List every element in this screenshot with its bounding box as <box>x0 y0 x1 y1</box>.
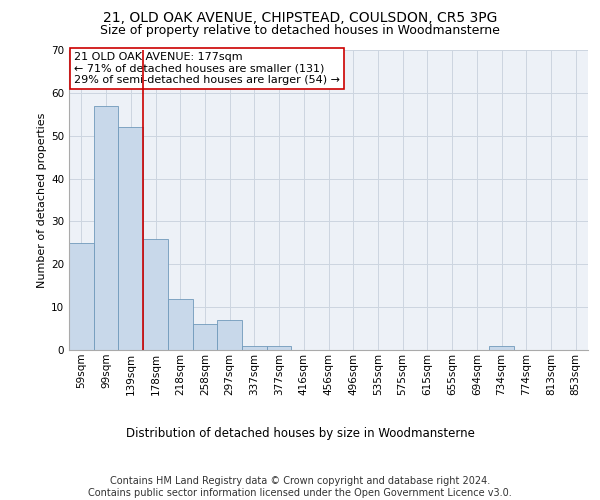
Bar <box>489 346 514 350</box>
Bar <box>217 320 242 350</box>
Bar <box>118 127 143 350</box>
Text: 21 OLD OAK AVENUE: 177sqm
← 71% of detached houses are smaller (131)
29% of semi: 21 OLD OAK AVENUE: 177sqm ← 71% of detac… <box>74 52 340 84</box>
Y-axis label: Number of detached properties: Number of detached properties <box>37 112 47 288</box>
Bar <box>193 324 217 350</box>
Bar <box>143 238 168 350</box>
Bar <box>168 298 193 350</box>
Text: Size of property relative to detached houses in Woodmansterne: Size of property relative to detached ho… <box>100 24 500 37</box>
Text: Distribution of detached houses by size in Woodmansterne: Distribution of detached houses by size … <box>125 428 475 440</box>
Bar <box>69 243 94 350</box>
Text: 21, OLD OAK AVENUE, CHIPSTEAD, COULSDON, CR5 3PG: 21, OLD OAK AVENUE, CHIPSTEAD, COULSDON,… <box>103 11 497 25</box>
Text: Contains HM Land Registry data © Crown copyright and database right 2024.
Contai: Contains HM Land Registry data © Crown c… <box>88 476 512 498</box>
Bar <box>267 346 292 350</box>
Bar <box>242 346 267 350</box>
Bar <box>94 106 118 350</box>
